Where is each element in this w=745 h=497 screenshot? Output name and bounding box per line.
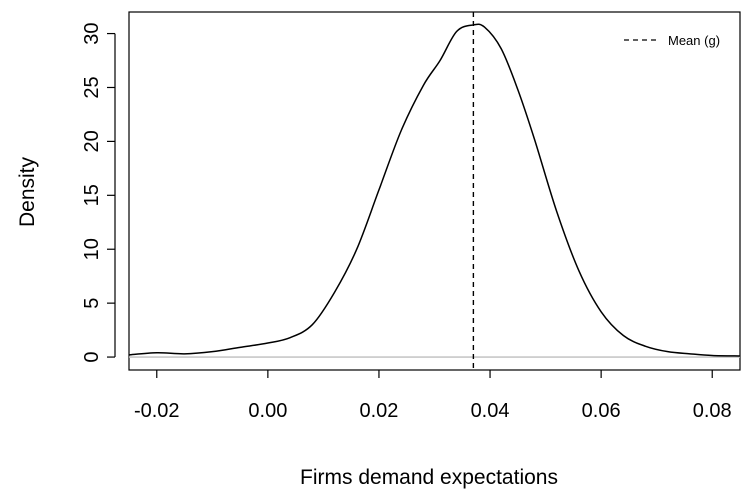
plot-frame — [128, 11, 741, 371]
y-axis-title: Density — [16, 156, 39, 227]
series-layer — [128, 23, 741, 357]
x-tick-label: 0.08 — [693, 400, 732, 422]
x-axis-title: Firms demand expectations — [300, 466, 558, 489]
density-curve-0 — [128, 23, 741, 357]
x-axis: -0.02 0.00 0.02 0.04 0.06 0.08 — [134, 370, 732, 422]
y-tick-label: 10 — [81, 238, 103, 260]
x-tick-label: 0.00 — [248, 400, 287, 422]
legend: Mean (g) — [624, 33, 720, 48]
y-tick-label: 30 — [81, 22, 103, 44]
x-tick-label: 0.06 — [582, 400, 621, 422]
y-tick-label: 25 — [81, 76, 103, 98]
x-tick-label: 0.02 — [359, 400, 398, 422]
y-tick-label: 0 — [81, 351, 103, 362]
x-tick-label: -0.02 — [134, 400, 180, 422]
x-tick-label: 0.04 — [471, 400, 510, 422]
y-tick-label: 20 — [81, 130, 103, 152]
y-axis: 0 5 10 15 20 25 30 — [81, 22, 116, 363]
y-tick-label: 5 — [81, 298, 103, 309]
legend-label-mean: Mean (g) — [668, 33, 720, 48]
y-tick-label: 15 — [81, 184, 103, 206]
